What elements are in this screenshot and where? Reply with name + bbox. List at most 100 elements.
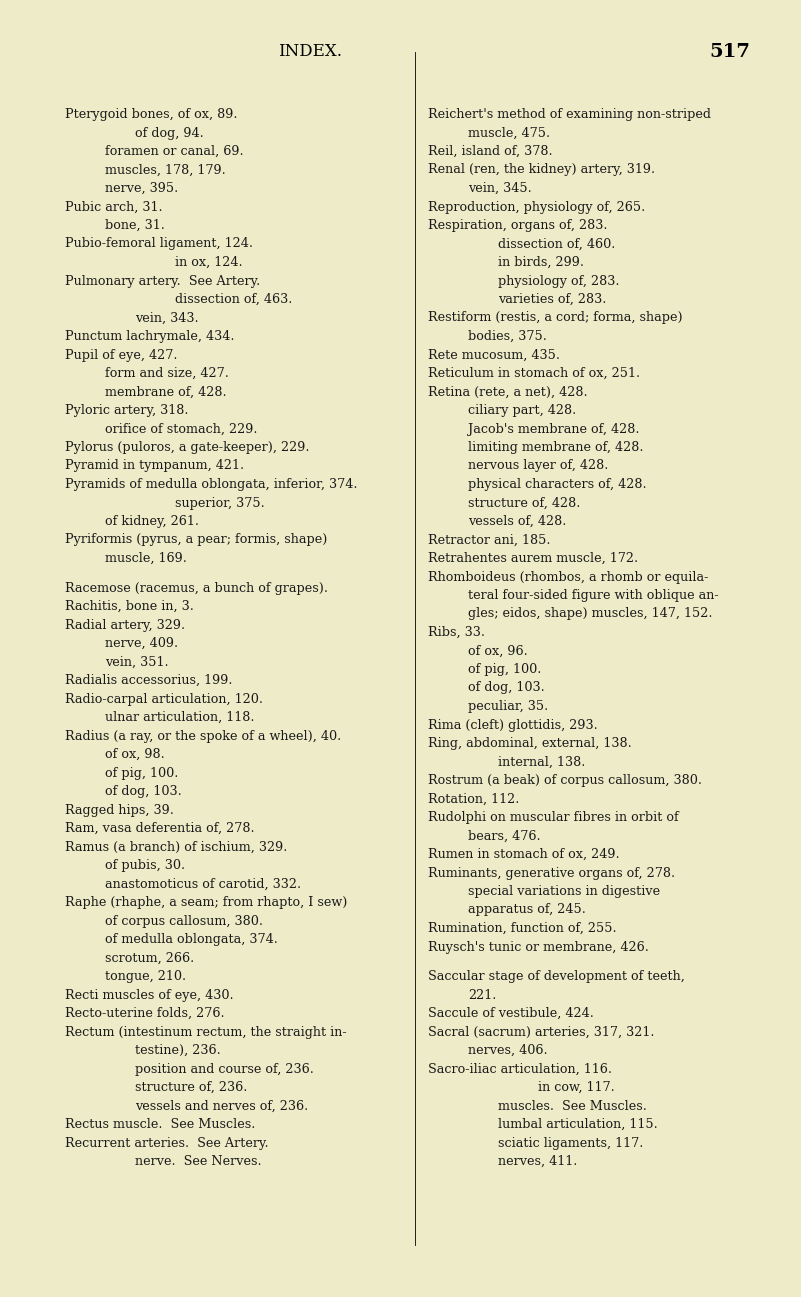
- Text: Rima (cleft) glottidis, 293.: Rima (cleft) glottidis, 293.: [428, 719, 598, 732]
- Text: vessels of, 428.: vessels of, 428.: [468, 515, 566, 528]
- Text: muscles.  See Muscles.: muscles. See Muscles.: [498, 1100, 647, 1113]
- Text: nerve, 409.: nerve, 409.: [105, 637, 178, 650]
- Text: tongue, 210.: tongue, 210.: [105, 970, 186, 983]
- Text: scrotum, 266.: scrotum, 266.: [105, 952, 195, 965]
- Text: special variations in digestive: special variations in digestive: [468, 885, 660, 898]
- Text: Rachitis, bone in, 3.: Rachitis, bone in, 3.: [65, 601, 194, 613]
- Text: testine), 236.: testine), 236.: [135, 1044, 221, 1057]
- Text: 517: 517: [710, 43, 751, 61]
- Text: Raphe (rhaphe, a seam; from rhapto, I sew): Raphe (rhaphe, a seam; from rhapto, I se…: [65, 896, 348, 909]
- Text: nerve, 395.: nerve, 395.: [105, 182, 179, 195]
- Text: of dog, 103.: of dog, 103.: [468, 681, 545, 694]
- Text: Pyriformis (pyrus, a pear; formis, shape): Pyriformis (pyrus, a pear; formis, shape…: [65, 533, 328, 546]
- Text: Rectus muscle.  See Muscles.: Rectus muscle. See Muscles.: [65, 1118, 256, 1131]
- Text: 221.: 221.: [468, 988, 497, 1001]
- Text: bodies, 375.: bodies, 375.: [468, 329, 547, 342]
- Text: Pylorus (puloros, a gate-keeper), 229.: Pylorus (puloros, a gate-keeper), 229.: [65, 441, 309, 454]
- Text: in cow, 117.: in cow, 117.: [538, 1082, 614, 1095]
- Text: orifice of stomach, 229.: orifice of stomach, 229.: [105, 423, 257, 436]
- Text: Retractor ani, 185.: Retractor ani, 185.: [428, 533, 550, 546]
- Text: peculiar, 35.: peculiar, 35.: [468, 700, 548, 713]
- Text: Pulmonary artery.  See Artery.: Pulmonary artery. See Artery.: [65, 275, 260, 288]
- Text: structure of, 428.: structure of, 428.: [468, 497, 581, 510]
- Text: Sacral (sacrum) arteries, 317, 321.: Sacral (sacrum) arteries, 317, 321.: [428, 1026, 654, 1039]
- Text: Rectum (intestinum rectum, the straight in-: Rectum (intestinum rectum, the straight …: [65, 1026, 347, 1039]
- Text: bone, 31.: bone, 31.: [105, 219, 165, 232]
- Text: Ruysch's tunic or membrane, 426.: Ruysch's tunic or membrane, 426.: [428, 940, 649, 953]
- Text: apparatus of, 245.: apparatus of, 245.: [468, 904, 586, 917]
- Text: nerves, 411.: nerves, 411.: [498, 1156, 578, 1169]
- Text: Rumen in stomach of ox, 249.: Rumen in stomach of ox, 249.: [428, 848, 620, 861]
- Text: dissection of, 463.: dissection of, 463.: [175, 293, 292, 306]
- Text: internal, 138.: internal, 138.: [498, 755, 586, 769]
- Text: gles; eidos, shape) muscles, 147, 152.: gles; eidos, shape) muscles, 147, 152.: [468, 607, 713, 620]
- Text: vein, 345.: vein, 345.: [468, 182, 532, 195]
- Text: form and size, 427.: form and size, 427.: [105, 367, 229, 380]
- Text: of ox, 96.: of ox, 96.: [468, 645, 528, 658]
- Text: Saccule of vestibule, 424.: Saccule of vestibule, 424.: [428, 1006, 594, 1021]
- Text: Racemose (racemus, a bunch of grapes).: Racemose (racemus, a bunch of grapes).: [65, 581, 328, 594]
- Text: Reproduction, physiology of, 265.: Reproduction, physiology of, 265.: [428, 201, 646, 214]
- Text: Pyramids of medulla oblongata, inferior, 374.: Pyramids of medulla oblongata, inferior,…: [65, 479, 357, 492]
- Text: foramen or canal, 69.: foramen or canal, 69.: [105, 145, 244, 158]
- Text: Rotation, 112.: Rotation, 112.: [428, 792, 519, 805]
- Text: Recti muscles of eye, 430.: Recti muscles of eye, 430.: [65, 988, 234, 1001]
- Text: of dog, 94.: of dog, 94.: [135, 127, 203, 140]
- Text: structure of, 236.: structure of, 236.: [135, 1082, 248, 1095]
- Text: Ring, abdominal, external, 138.: Ring, abdominal, external, 138.: [428, 737, 632, 750]
- Text: Pyramid in tympanum, 421.: Pyramid in tympanum, 421.: [65, 459, 244, 472]
- Text: dissection of, 460.: dissection of, 460.: [498, 237, 615, 250]
- Text: ciliary part, 428.: ciliary part, 428.: [468, 403, 576, 418]
- Text: Rudolphi on muscular fibres in orbit of: Rudolphi on muscular fibres in orbit of: [428, 811, 678, 824]
- Text: Sacro-iliac articulation, 116.: Sacro-iliac articulation, 116.: [428, 1062, 612, 1075]
- Text: limiting membrane of, 428.: limiting membrane of, 428.: [468, 441, 643, 454]
- Text: of pig, 100.: of pig, 100.: [105, 767, 179, 779]
- Text: superior, 375.: superior, 375.: [175, 497, 265, 510]
- Text: Pubic arch, 31.: Pubic arch, 31.: [65, 201, 163, 214]
- Text: physical characters of, 428.: physical characters of, 428.: [468, 479, 646, 492]
- Text: muscles, 178, 179.: muscles, 178, 179.: [105, 163, 226, 176]
- Text: of kidney, 261.: of kidney, 261.: [105, 515, 199, 528]
- Text: Recto-uterine folds, 276.: Recto-uterine folds, 276.: [65, 1006, 224, 1021]
- Text: Retina (rete, a net), 428.: Retina (rete, a net), 428.: [428, 385, 588, 398]
- Text: Pubio-femoral ligament, 124.: Pubio-femoral ligament, 124.: [65, 237, 253, 250]
- Text: muscle, 169.: muscle, 169.: [105, 553, 187, 565]
- Text: of pig, 100.: of pig, 100.: [468, 663, 541, 676]
- Text: Recurrent arteries.  See Artery.: Recurrent arteries. See Artery.: [65, 1136, 268, 1149]
- Text: ulnar articulation, 118.: ulnar articulation, 118.: [105, 711, 255, 724]
- Text: bears, 476.: bears, 476.: [468, 830, 541, 843]
- Text: muscle, 475.: muscle, 475.: [468, 127, 550, 140]
- Text: teral four-sided figure with oblique an-: teral four-sided figure with oblique an-: [468, 589, 718, 602]
- Text: nervous layer of, 428.: nervous layer of, 428.: [468, 459, 609, 472]
- Text: Restiform (restis, a cord; forma, shape): Restiform (restis, a cord; forma, shape): [428, 311, 682, 324]
- Text: varieties of, 283.: varieties of, 283.: [498, 293, 606, 306]
- Text: Rhomboideus (rhombos, a rhomb or equila-: Rhomboideus (rhombos, a rhomb or equila-: [428, 571, 708, 584]
- Text: in ox, 124.: in ox, 124.: [175, 256, 243, 268]
- Text: Ram, vasa deferentia of, 278.: Ram, vasa deferentia of, 278.: [65, 822, 255, 835]
- Text: in birds, 299.: in birds, 299.: [498, 256, 584, 268]
- Text: Respiration, organs of, 283.: Respiration, organs of, 283.: [428, 219, 607, 232]
- Text: sciatic ligaments, 117.: sciatic ligaments, 117.: [498, 1136, 643, 1149]
- Text: Radio-carpal articulation, 120.: Radio-carpal articulation, 120.: [65, 693, 263, 706]
- Text: of corpus callosum, 380.: of corpus callosum, 380.: [105, 914, 263, 927]
- Text: Ruminants, generative organs of, 278.: Ruminants, generative organs of, 278.: [428, 866, 675, 879]
- Text: Rete mucosum, 435.: Rete mucosum, 435.: [428, 349, 560, 362]
- Text: Ribs, 33.: Ribs, 33.: [428, 626, 485, 639]
- Text: Rostrum (a beak) of corpus callosum, 380.: Rostrum (a beak) of corpus callosum, 380…: [428, 774, 702, 787]
- Text: Radialis accessorius, 199.: Radialis accessorius, 199.: [65, 674, 232, 687]
- Text: of medulla oblongata, 374.: of medulla oblongata, 374.: [105, 933, 278, 946]
- Text: Radius (a ray, or the spoke of a wheel), 40.: Radius (a ray, or the spoke of a wheel),…: [65, 730, 341, 743]
- Text: of ox, 98.: of ox, 98.: [105, 748, 165, 761]
- Text: Ramus (a branch) of ischium, 329.: Ramus (a branch) of ischium, 329.: [65, 840, 288, 853]
- Text: lumbal articulation, 115.: lumbal articulation, 115.: [498, 1118, 658, 1131]
- Text: physiology of, 283.: physiology of, 283.: [498, 275, 619, 288]
- Text: Saccular stage of development of teeth,: Saccular stage of development of teeth,: [428, 970, 685, 983]
- Text: Pyloric artery, 318.: Pyloric artery, 318.: [65, 403, 188, 418]
- Text: vein, 351.: vein, 351.: [105, 655, 169, 668]
- Text: Ragged hips, 39.: Ragged hips, 39.: [65, 804, 174, 817]
- Text: Reichert's method of examining non-striped: Reichert's method of examining non-strip…: [428, 108, 711, 121]
- Text: Reil, island of, 378.: Reil, island of, 378.: [428, 145, 553, 158]
- Text: of pubis, 30.: of pubis, 30.: [105, 859, 185, 872]
- Text: nerves, 406.: nerves, 406.: [468, 1044, 548, 1057]
- Text: vessels and nerves of, 236.: vessels and nerves of, 236.: [135, 1100, 308, 1113]
